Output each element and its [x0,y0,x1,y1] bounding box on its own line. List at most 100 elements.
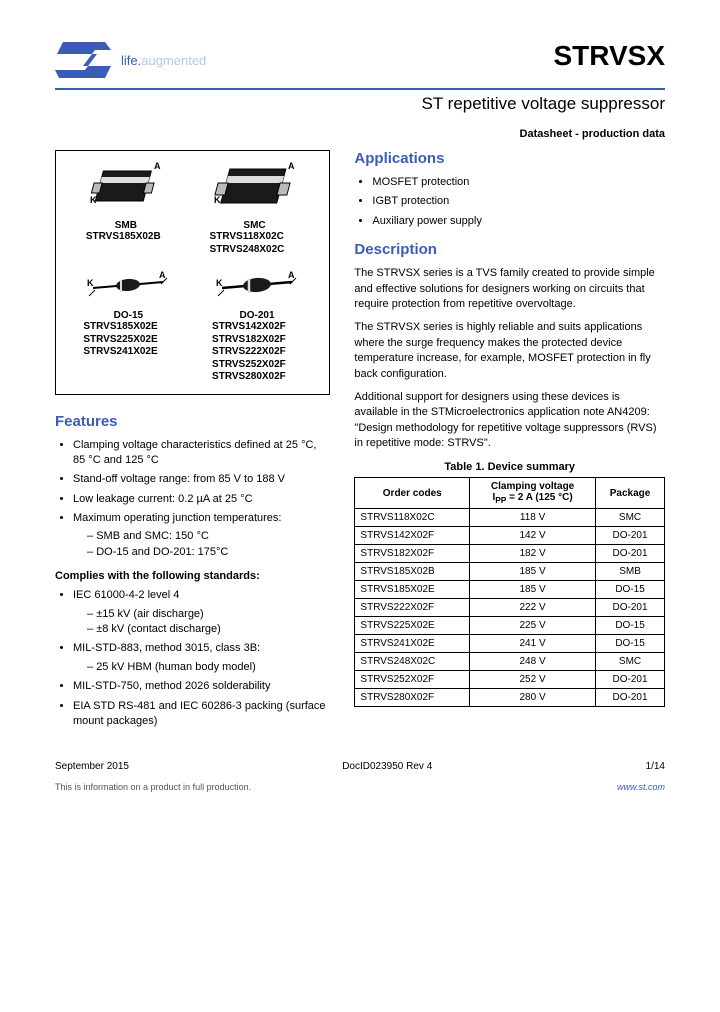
col-package: Package [596,478,665,509]
package-row-smd: A K SMB STRVS185X02B [64,161,321,256]
svg-text:K: K [214,195,221,205]
features-heading: Features [55,413,330,430]
list-item: SMB and SMC: 150 °C [87,529,330,544]
footnote-text: This is information on a product in full… [55,782,251,792]
table-row: STRVS248X02C248 VSMC [355,653,665,671]
footer-docid: DocID023950 Rev 4 [342,761,432,772]
list-item: ±8 kV (contact discharge) [87,622,330,637]
svg-text:A: A [159,270,166,280]
do15-label: DO-15 [83,310,173,321]
smb-parts: STRVS185X02B [86,231,166,244]
smc-label: SMC [210,220,300,231]
table-row: STRVS182X02F182 VDO-201 [355,545,665,563]
page-footer: September 2015 DocID023950 Rev 4 1/14 [55,761,665,772]
description-p1: The STRVSX series is a TVS family create… [354,266,665,312]
do15-package-icon: A K [83,268,173,306]
page-subtitle: ST repetitive voltage suppressor [55,94,665,114]
list-item: IGBT protection [372,194,665,209]
datasheet-page: life.augmented STRVSX ST repetitive volt… [0,0,720,812]
smb-package-icon: A K [86,161,166,216]
table-cell: STRVS280X02F [355,689,470,707]
table-cell: STRVS252X02F [355,671,470,689]
package-do15: A K DO-15 STRVS185X02E STRVS225X02E STRV… [83,268,173,384]
description-p2: The STRVSX series is highly reliable and… [354,320,665,382]
table-body: STRVS118X02C118 VSMCSTRVS142X02F142 VDO-… [355,509,665,707]
footer-date: September 2015 [55,761,129,772]
table-cell: 118 V [470,509,596,527]
list-item: MIL-STD-883, method 3015, class 3B: 25 k… [73,641,330,675]
do201-label: DO-201 [212,310,302,321]
list-item: IEC 61000-4-2 level 4 ±15 kV (air discha… [73,588,330,637]
table-cell: STRVS185X02E [355,581,470,599]
page-header: life.augmented STRVSX [55,40,665,80]
right-column: Applications MOSFET protection IGBT prot… [354,150,665,733]
logo-block: life.augmented [55,40,206,80]
table-cell: 248 V [470,653,596,671]
table-cell: DO-201 [596,545,665,563]
list-item-text: MIL-STD-883, method 3015, class 3B: [73,642,260,654]
table-row: STRVS118X02C118 VSMC [355,509,665,527]
tagline-life: life. [121,53,141,68]
svg-text:K: K [87,278,94,288]
temp-sublist: SMB and SMC: 150 °C DO-15 and DO-201: 17… [73,529,330,560]
table-cell: 182 V [470,545,596,563]
svg-text:A: A [288,161,295,171]
table-cell: DO-15 [596,635,665,653]
list-item-text: IEC 61000-4-2 level 4 [73,589,179,601]
list-item: Clamping voltage characteristics defined… [73,438,330,469]
device-summary-table: Order codes Clamping voltageIPP = 2 A (1… [354,477,665,707]
part-number: STRVS280X02F [212,371,286,382]
svg-text:K: K [90,195,97,205]
table-row: STRVS142X02F142 VDO-201 [355,527,665,545]
package-smc: A K SMC STRVS118X02C STRVS248X02C [210,161,300,256]
part-number: STRVS225X02E [83,334,157,345]
list-item: 25 kV HBM (human body model) [87,660,330,675]
do15-parts: STRVS185X02E STRVS225X02E STRVS241X02E [83,321,173,359]
svg-text:K: K [216,278,223,288]
table-cell: STRVS225X02E [355,617,470,635]
header-rule [55,88,665,90]
svg-text:A: A [154,161,161,171]
table-cell: 241 V [470,635,596,653]
package-diagram-box: A K SMB STRVS185X02B [55,150,330,395]
table-cell: DO-15 [596,617,665,635]
table-cell: STRVS241X02E [355,635,470,653]
table-cell: STRVS185X02B [355,563,470,581]
table-cell: 222 V [470,599,596,617]
list-item: Auxiliary power supply [372,214,665,229]
description-heading: Description [354,241,665,258]
page-footnote: This is information on a product in full… [55,782,665,792]
logo-tagline: life.augmented [121,53,206,68]
two-column-layout: A K SMB STRVS185X02B [55,150,665,733]
do201-package-icon: A K [212,268,302,306]
applications-list: MOSFET protection IGBT protection Auxili… [354,175,665,229]
list-item: EIA STD RS-481 and IEC 60286-3 packing (… [73,699,330,730]
table-cell: DO-201 [596,599,665,617]
table-cell: STRVS182X02F [355,545,470,563]
svg-text:A: A [288,270,295,280]
table-cell: DO-201 [596,671,665,689]
table-row: STRVS280X02F280 VDO-201 [355,689,665,707]
table-cell: STRVS222X02F [355,599,470,617]
col-clamping: Clamping voltageIPP = 2 A (125 °C) [470,478,596,509]
smc-parts: STRVS118X02C STRVS248X02C [210,231,300,256]
part-number: STRVS241X02E [83,346,157,357]
part-number: STRVS252X02F [212,359,286,370]
list-item: Stand-off voltage range: from 85 V to 18… [73,472,330,487]
part-number: STRVS248X02C [210,244,285,255]
package-smb: A K SMB STRVS185X02B [86,161,166,256]
list-item: DO-15 and DO-201: 175°C [87,545,330,560]
applications-heading: Applications [354,150,665,167]
table-row: STRVS185X02E185 VDO-15 [355,581,665,599]
table-row: STRVS185X02B185 VSMB [355,563,665,581]
table-cell: 225 V [470,617,596,635]
table-cell: 142 V [470,527,596,545]
complies-list: IEC 61000-4-2 level 4 ±15 kV (air discha… [55,588,330,729]
table-row: STRVS225X02E225 VDO-15 [355,617,665,635]
table-cell: 185 V [470,581,596,599]
do201-parts: STRVS142X02F STRVS182X02F STRVS222X02F S… [212,321,302,384]
table-cell: 185 V [470,563,596,581]
smb-label: SMB [86,220,166,231]
table-cell: DO-201 [596,527,665,545]
list-item-text: Maximum operating junction temperatures: [73,512,281,524]
